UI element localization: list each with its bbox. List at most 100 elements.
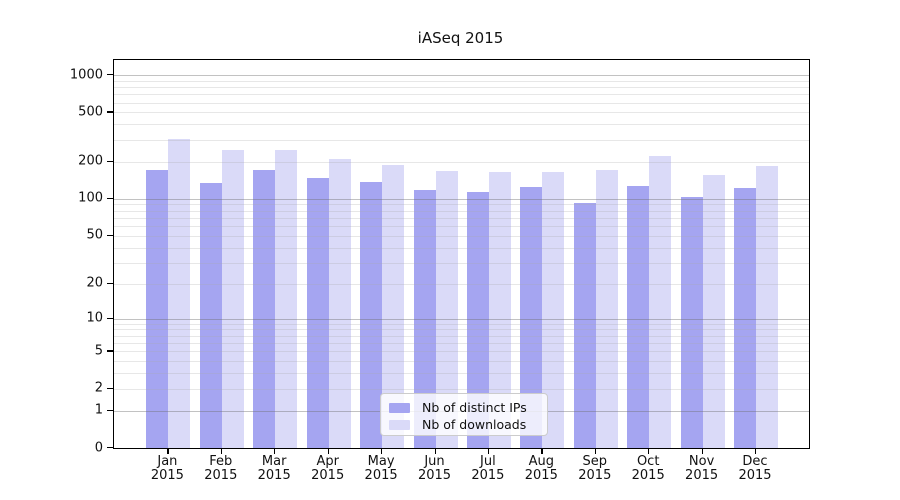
- gridline-1000: [114, 75, 809, 76]
- x-tick-month: Sep: [582, 454, 608, 469]
- bar-jun-distinct-ips: [413, 189, 436, 448]
- y-tick-label-5: 5: [94, 343, 103, 359]
- bar-jul-downloads: [488, 172, 511, 448]
- x-tick-month: Jan: [157, 454, 178, 469]
- x-tick-label-jan: Jan 2015: [135, 455, 199, 483]
- bar-jul-distinct-ips: [466, 191, 489, 448]
- x-tick-label-dec: Dec 2015: [723, 455, 787, 483]
- x-tick-month: Apr: [316, 454, 339, 469]
- plot-area: Nb of distinct IPs Nb of downloads: [113, 59, 810, 449]
- x-tick-year: 2015: [471, 468, 505, 483]
- y-tick-label-2: 2: [94, 380, 103, 396]
- y-tick-label-1000: 1000: [69, 67, 103, 82]
- gridline-600: [114, 102, 809, 104]
- bar-dec-distinct-ips: [734, 188, 757, 448]
- x-tick-label-may: May 2015: [349, 455, 413, 483]
- x-tick-year: 2015: [685, 468, 719, 483]
- x-tick-label-sep: Sep 2015: [563, 455, 627, 483]
- gridline-500: [114, 112, 809, 114]
- y-tick-mark-0: [107, 447, 113, 449]
- x-tick-year: 2015: [738, 468, 772, 483]
- bar-jan-downloads: [168, 139, 191, 448]
- x-tick-year: 2015: [578, 468, 612, 483]
- bar-nov-downloads: [702, 175, 725, 448]
- x-tick-month: Mar: [261, 454, 287, 469]
- x-tick-year: 2015: [631, 468, 665, 483]
- x-tick-label-nov: Nov 2015: [670, 455, 734, 483]
- x-tick-label-jul: Jul 2015: [456, 455, 520, 483]
- x-tick-label-oct: Oct 2015: [616, 455, 680, 483]
- bar-aug-distinct-ips: [520, 186, 543, 448]
- legend-row-downloads: Nb of downloads: [389, 416, 539, 433]
- x-tick-label-mar: Mar 2015: [242, 455, 306, 483]
- x-tick-year: 2015: [524, 468, 558, 483]
- gridline-400: [114, 124, 809, 126]
- bar-aug-downloads: [542, 172, 565, 448]
- bar-oct-distinct-ips: [627, 186, 650, 448]
- y-tick-label-10: 10: [86, 310, 103, 326]
- bar-may-downloads: [382, 165, 405, 448]
- bar-mar-distinct-ips: [253, 170, 276, 448]
- y-tick-label-50: 50: [86, 227, 103, 243]
- legend-swatch-downloads-icon: [389, 419, 410, 430]
- y-tick-label-20: 20: [86, 275, 103, 291]
- x-tick-label-apr: Apr 2015: [296, 455, 360, 483]
- x-tick-mark-jan: [167, 448, 169, 454]
- y-tick-mark-500: [107, 111, 113, 113]
- x-tick-year: 2015: [364, 468, 398, 483]
- x-tick-month: Jul: [480, 454, 496, 469]
- x-tick-mark-sep: [594, 448, 597, 454]
- x-tick-label-feb: Feb 2015: [189, 455, 253, 483]
- bar-feb-distinct-ips: [199, 183, 222, 448]
- bar-oct-downloads: [649, 155, 672, 448]
- x-tick-mark-nov: [701, 448, 703, 454]
- y-tick-mark-50: [107, 234, 113, 236]
- x-tick-label-aug: Aug 2015: [509, 455, 573, 483]
- gridline-800: [114, 87, 809, 88]
- y-tick-mark-20: [107, 282, 113, 284]
- legend-swatch-distinct-ips-icon: [389, 402, 410, 413]
- x-tick-year: 2015: [417, 468, 452, 483]
- y-tick-label-100: 100: [78, 190, 103, 206]
- bar-mar-downloads: [275, 150, 298, 448]
- x-tick-month: Aug: [528, 454, 554, 469]
- bar-sep-downloads: [595, 170, 618, 448]
- bar-nov-distinct-ips: [680, 197, 703, 448]
- x-tick-month: Oct: [636, 454, 660, 469]
- bar-jun-downloads: [435, 171, 458, 448]
- y-tick-label-0: 0: [94, 440, 103, 455]
- bar-jan-distinct-ips: [146, 170, 169, 448]
- chart-title: iASeq 2015: [417, 29, 504, 47]
- x-tick-month: Dec: [742, 454, 768, 469]
- x-tick-mark-jul: [487, 448, 490, 454]
- y-tick-label-1: 1: [94, 402, 103, 418]
- bar-sep-distinct-ips: [573, 203, 596, 448]
- x-tick-mark-jun: [434, 448, 436, 454]
- x-tick-mark-oct: [648, 448, 650, 454]
- y-tick-mark-1: [107, 409, 113, 411]
- y-tick-label-200: 200: [78, 153, 103, 169]
- gridline-200: [114, 161, 809, 163]
- bar-feb-downloads: [221, 150, 244, 448]
- legend: Nb of distinct IPs Nb of downloads: [380, 393, 548, 436]
- y-tick-mark-200: [107, 160, 113, 162]
- x-tick-year: 2015: [204, 468, 238, 483]
- x-tick-mark-mar: [274, 448, 276, 454]
- gridline-300: [114, 139, 809, 141]
- x-tick-year: 2015: [150, 468, 184, 483]
- x-tick-year: 2015: [257, 468, 291, 483]
- x-tick-month: Jun: [424, 454, 445, 469]
- y-tick-mark-5: [107, 350, 113, 352]
- legend-label-downloads: Nb of downloads: [422, 417, 527, 432]
- bar-apr-distinct-ips: [306, 178, 329, 448]
- x-tick-mark-apr: [327, 448, 329, 454]
- x-tick-mark-may: [381, 448, 383, 454]
- gridline-900: [114, 80, 809, 82]
- bar-may-distinct-ips: [360, 181, 383, 448]
- x-tick-month: May: [367, 454, 395, 469]
- x-tick-mark-dec: [755, 448, 757, 454]
- y-tick-mark-100: [107, 197, 113, 200]
- bar-apr-downloads: [328, 159, 351, 448]
- y-tick-label-500: 500: [78, 104, 103, 120]
